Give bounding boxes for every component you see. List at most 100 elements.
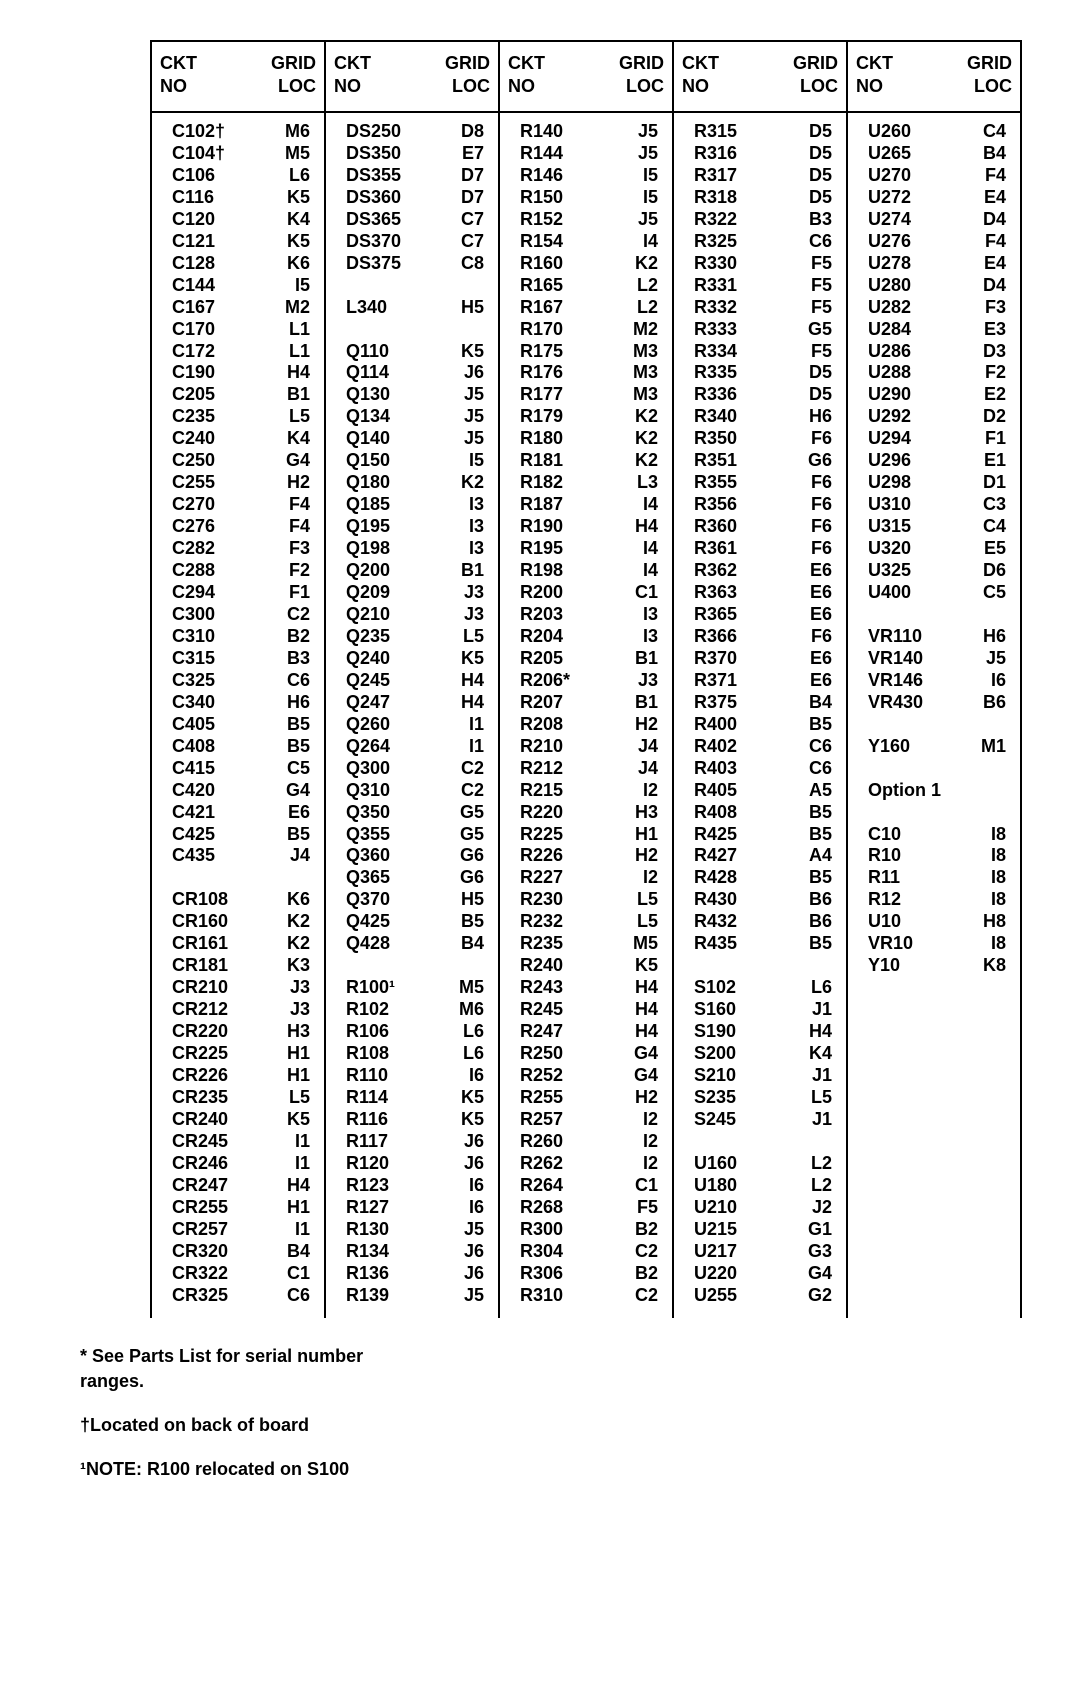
- table-row: C10I8: [856, 824, 1012, 846]
- ckt-no: R360: [682, 516, 737, 538]
- ckt-no: VR146: [856, 670, 923, 692]
- table-row: S245J1: [682, 1109, 838, 1131]
- ckt-no: Q210: [334, 604, 390, 626]
- table-row: R400B5: [682, 714, 838, 736]
- ckt-no: R408: [682, 802, 737, 824]
- table-row: C104†M5: [160, 143, 316, 165]
- grid-loc: C5: [983, 582, 1012, 604]
- grid-loc: I6: [469, 1175, 490, 1197]
- table-row: R316D5: [682, 143, 838, 165]
- table-row: U292D2: [856, 406, 1012, 428]
- grid-loc: M2: [633, 319, 664, 341]
- table-row: Q245H4: [334, 670, 490, 692]
- grid-loc: E6: [810, 604, 838, 626]
- grid-loc: C1: [635, 582, 664, 604]
- grid-loc: M3: [633, 384, 664, 406]
- ckt-no: S235: [682, 1087, 736, 1109]
- grid-loc: I2: [643, 1109, 664, 1131]
- ckt-no: C415: [160, 758, 215, 780]
- grid-loc: J1: [812, 1065, 838, 1087]
- header-ckt: CKTNO: [508, 52, 545, 97]
- grid-loc: M5: [633, 933, 664, 955]
- ckt-no: R180: [508, 428, 563, 450]
- ckt-no: R315: [682, 121, 737, 143]
- grid-loc: E3: [984, 319, 1012, 341]
- ckt-no: Q185: [334, 494, 390, 516]
- table-row: R240K5: [508, 955, 664, 977]
- grid-loc: H6: [287, 692, 316, 714]
- table-row: R220H3: [508, 802, 664, 824]
- ckt-no: R144: [508, 143, 563, 165]
- grid-loc: B1: [635, 648, 664, 670]
- table-row: CR257I1: [160, 1219, 316, 1241]
- grid-loc: K4: [287, 209, 316, 231]
- ckt-no: R134: [334, 1241, 389, 1263]
- grid-loc: K2: [635, 253, 664, 275]
- grid-loc: I4: [643, 494, 664, 516]
- grid-loc: C1: [635, 1175, 664, 1197]
- grid-loc: E6: [810, 648, 838, 670]
- grid-loc: A4: [809, 845, 838, 867]
- ckt-no: R206*: [508, 670, 570, 692]
- ckt-no: Q245: [334, 670, 390, 692]
- table-row: R370E6: [682, 648, 838, 670]
- ckt-no: C300: [160, 604, 215, 626]
- table-row: R268F5: [508, 1197, 664, 1219]
- ckt-no: C205: [160, 384, 215, 406]
- ckt-no: R355: [682, 472, 737, 494]
- table-row: CR161K2: [160, 933, 316, 955]
- page-root: CKTNOGRIDLOCC102†M6C104†M5C106L6C116K5C1…: [0, 0, 1080, 1699]
- table-row: [334, 319, 490, 341]
- grid-loc: C3: [983, 494, 1012, 516]
- grid-loc: B4: [983, 143, 1012, 165]
- ckt-no: Q180: [334, 472, 390, 494]
- grid-loc: H1: [287, 1065, 316, 1087]
- grid-loc: I6: [469, 1197, 490, 1219]
- table-row: C120K4: [160, 209, 316, 231]
- table-column: CKTNOGRIDLOCU260C4U265B4U270F4U272E4U274…: [846, 42, 1020, 1318]
- table-row: Y160M1: [856, 736, 1012, 758]
- table-row: DS375C8: [334, 253, 490, 275]
- grid-loc: G4: [286, 780, 316, 802]
- ckt-no: S210: [682, 1065, 736, 1087]
- ckt-no: R167: [508, 297, 563, 319]
- table-row: R230L5: [508, 889, 664, 911]
- grid-loc: H2: [287, 472, 316, 494]
- table-row: Q355G5: [334, 824, 490, 846]
- table-row: R408B5: [682, 802, 838, 824]
- header-ckt: CKTNO: [682, 52, 719, 97]
- table-row: R117J6: [334, 1131, 490, 1153]
- ckt-no: Q150: [334, 450, 390, 472]
- ckt-no: R226: [508, 845, 563, 867]
- table-row: R127I6: [334, 1197, 490, 1219]
- ckt-no: R425: [682, 824, 737, 846]
- table-row: CR181K3: [160, 955, 316, 977]
- grid-loc: C6: [809, 758, 838, 780]
- grid-loc: I5: [643, 187, 664, 209]
- table-row: CR246I1: [160, 1153, 316, 1175]
- table-row: CR240K5: [160, 1109, 316, 1131]
- grid-loc: J5: [638, 121, 664, 143]
- ckt-no: R403: [682, 758, 737, 780]
- ckt-no: R336: [682, 384, 737, 406]
- grid-loc: B5: [809, 714, 838, 736]
- ckt-no: R212: [508, 758, 563, 780]
- table-row: C420G4: [160, 780, 316, 802]
- ckt-no: C121: [160, 231, 215, 253]
- table-row: R355F6: [682, 472, 838, 494]
- grid-loc: C2: [461, 758, 490, 780]
- grid-loc: J3: [464, 604, 490, 626]
- table-row: Q365G6: [334, 867, 490, 889]
- grid-loc: K4: [287, 428, 316, 450]
- ckt-no: S245: [682, 1109, 736, 1131]
- grid-loc: B4: [461, 933, 490, 955]
- ckt-no: R334: [682, 341, 737, 363]
- table-row: U325D6: [856, 560, 1012, 582]
- ckt-no: CR245: [160, 1131, 228, 1153]
- ckt-no: R240: [508, 955, 563, 977]
- ckt-no: C190: [160, 362, 215, 384]
- grid-loc: I8: [991, 933, 1012, 955]
- table-row: R435B5: [682, 933, 838, 955]
- ckt-no: U260: [856, 121, 911, 143]
- ckt-no: R179: [508, 406, 563, 428]
